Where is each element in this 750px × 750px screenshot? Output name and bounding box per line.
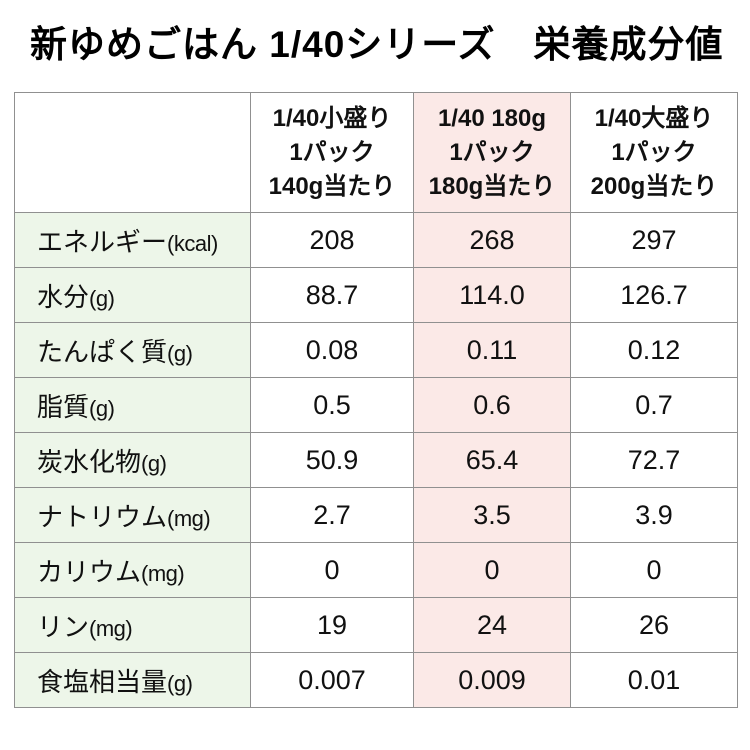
value-cell: 0.12 [570,322,738,378]
row-label: リン(mg) [14,597,251,653]
value-cell-highlighted: 114.0 [413,267,571,323]
nutrition-table: 1/40小盛り 1パック 140g当たり 1/40 180g 1パック 180g… [14,92,738,708]
value-cell: 2.7 [250,487,414,543]
row-label: 脂質(g) [14,377,251,433]
nutrient-unit: (kcal) [167,230,218,256]
column-header-line: 140g当たり [268,172,396,200]
nutrient-unit: (g) [141,450,167,476]
nutrient-unit: (mg) [141,560,185,586]
nutrient-name: カリウム [37,556,142,587]
value-cell: 0.7 [570,377,738,433]
row-label: ナトリウム(mg) [14,487,251,543]
value-cell: 3.9 [570,487,738,543]
nutrient-unit: (mg) [167,505,211,531]
column-header-line: 200g当たり [590,172,718,200]
column-header-line: 1/40大盛り [594,104,714,132]
value-cell: 0 [570,542,738,598]
table-row-sodium: ナトリウム(mg) 2.7 3.5 3.9 [14,487,738,543]
table-row-phosphorus: リン(mg) 19 24 26 [14,597,738,653]
row-label: カリウム(mg) [14,542,251,598]
column-header-180g: 1/40 180g 1パック 180g当たり [413,92,571,213]
value-cell: 88.7 [250,267,414,323]
value-cell: 126.7 [570,267,738,323]
table-row-energy: エネルギー(kcal) 208 268 297 [14,212,738,268]
column-header-line: 1/40 180g [437,104,547,132]
table-header-row: 1/40小盛り 1パック 140g当たり 1/40 180g 1パック 180g… [14,92,738,213]
nutrient-unit: (g) [167,340,193,366]
row-label: エネルギー(kcal) [14,212,251,268]
row-label: 炭水化物(g) [14,432,251,488]
value-cell: 0.5 [250,377,414,433]
value-cell-highlighted: 0.11 [413,322,571,378]
value-cell-highlighted: 0.009 [413,652,571,708]
value-cell-highlighted: 65.4 [413,432,571,488]
column-header-large: 1/40大盛り 1パック 200g当たり [570,92,738,213]
table-row-carbohydrate: 炭水化物(g) 50.9 65.4 72.7 [14,432,738,488]
table-row-fat: 脂質(g) 0.5 0.6 0.7 [14,377,738,433]
value-cell: 0 [250,542,414,598]
value-cell: 297 [570,212,738,268]
value-cell-highlighted: 0.6 [413,377,571,433]
value-cell: 26 [570,597,738,653]
value-cell: 50.9 [250,432,414,488]
nutrient-unit: (g) [89,285,115,311]
nutrient-name: ナトリウム [37,501,168,532]
nutrient-name: 水分 [37,281,90,312]
column-header-line: 1パック [611,138,697,166]
column-header-line: 1パック [449,138,535,166]
value-cell-highlighted: 3.5 [413,487,571,543]
value-cell: 0.007 [250,652,414,708]
column-header-small: 1/40小盛り 1パック 140g当たり [250,92,414,213]
row-label: 食塩相当量(g) [14,652,251,708]
nutrient-name: リン [37,611,90,642]
value-cell-highlighted: 0 [413,542,571,598]
value-cell-highlighted: 24 [413,597,571,653]
nutrient-unit: (g) [89,395,115,421]
table-row-water: 水分(g) 88.7 114.0 126.7 [14,267,738,323]
nutrient-name: 炭水化物 [37,446,142,477]
row-label: たんぱく質(g) [14,322,251,378]
value-cell: 0.01 [570,652,738,708]
table-row-salt-equivalent: 食塩相当量(g) 0.007 0.009 0.01 [14,652,738,708]
corner-cell [14,92,251,213]
value-cell: 0.08 [250,322,414,378]
column-header-line: 1パック [289,138,375,166]
value-cell-highlighted: 268 [413,212,571,268]
table-row-protein: たんぱく質(g) 0.08 0.11 0.12 [14,322,738,378]
value-cell: 208 [250,212,414,268]
nutrient-name: たんぱく質 [37,336,168,367]
value-cell: 19 [250,597,414,653]
nutrient-name: 食塩相当量 [37,666,168,697]
nutrient-name: 脂質 [37,391,90,422]
column-header-line: 180g当たり [428,172,556,200]
table-row-potassium: カリウム(mg) 0 0 0 [14,542,738,598]
column-header-line: 1/40小盛り [272,104,392,132]
row-label: 水分(g) [14,267,251,323]
page-title: 新ゆめごはん 1/40シリーズ 栄養成分値 [30,24,724,65]
value-cell: 72.7 [570,432,738,488]
nutrient-unit: (g) [167,670,193,696]
nutrient-unit: (mg) [89,615,133,641]
nutrient-name: エネルギー [37,226,168,257]
